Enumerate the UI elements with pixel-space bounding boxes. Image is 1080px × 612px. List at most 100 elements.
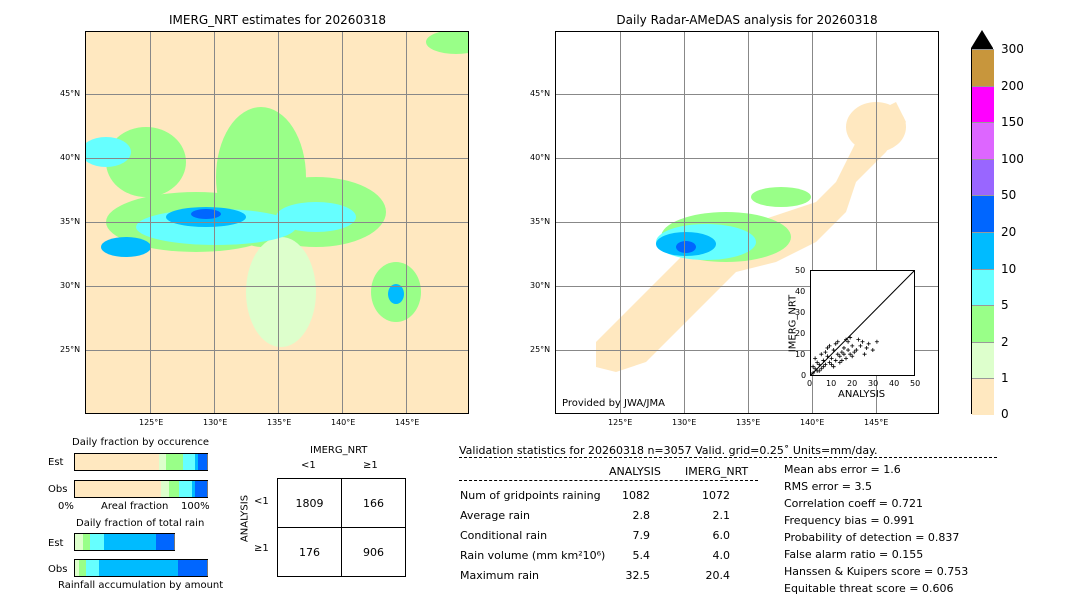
scatter-ytick: 0 [801,371,807,380]
scatter-point [827,360,832,365]
stat-label: Average rain [460,509,530,522]
stat-imerg: 6.0 [712,529,731,542]
colorbar-segment [972,378,994,415]
scatter-ytick: 20 [795,329,806,338]
scatter-point [856,337,861,342]
scatter-point [837,354,842,359]
lon-label: 125°E [608,418,633,427]
scatter-point [835,339,840,344]
scatter-point [811,370,816,375]
stat-imerg: 1072 [702,489,730,502]
stat-analysis: 32.5 [625,569,651,582]
score-text: Probability of detection = 0.837 [784,531,960,544]
contingency-col-title: IMERG_NRT [310,445,368,456]
scatter-xtick: 0 [807,379,813,388]
colorbar-label: 2 [1001,335,1009,349]
contingency-cell: 176 [277,527,342,577]
colorbar-segment [972,49,994,86]
scatter-point [850,343,855,348]
left-map-title: IMERG_NRT estimates for 20260318 [169,13,386,27]
scatter-point [831,348,836,353]
scatter-point [827,343,832,348]
contingency-table: 1809 166 176 906 [277,478,406,577]
colorbar-segment [972,342,994,378]
fraction-total-title: Daily fraction of total rain [76,518,205,529]
lon-label: 145°E [395,418,420,427]
stat-label: Maximum rain [460,569,539,582]
scatter-point [815,360,820,365]
left-map [85,31,469,414]
scatter-point [841,352,846,357]
scatter-point [813,356,818,361]
lon-label: 135°E [736,418,761,427]
scatter-point [835,352,840,357]
lon-label: 145°E [864,418,889,427]
contingency-row-title: ANALYSIS [239,494,251,543]
scatter-point [821,358,826,363]
lon-label: 130°E [203,418,228,427]
contingency-row-label: ≥1 [254,543,269,554]
lat-label: 45°N [530,89,551,98]
scatter-xtick: 40 [889,379,900,388]
lat-label: 35°N [60,217,81,226]
bar-segment [177,560,208,576]
lat-label: 25°N [60,345,81,354]
score-text: RMS error = 3.5 [784,480,872,493]
bar-segment [75,481,162,497]
scatter-point [823,350,828,355]
row-label-obs: Obs [48,484,68,495]
score-text: False alarm ratio = 0.155 [784,548,924,561]
contingency-col-label: <1 [301,460,316,471]
axis-right-label: 100% [181,501,210,512]
validation-divider [459,457,997,458]
contingency-cell: 166 [341,478,406,528]
colorbar-segment [972,232,994,269]
scatter-point [823,362,828,367]
colorbar-label: 50 [1001,188,1017,202]
score-text: Correlation coeff = 0.721 [784,497,923,510]
scatter-point [829,356,834,361]
lat-label: 30°N [60,281,81,290]
bar-segment [85,560,100,576]
credit-text: Provided by JWA/JMA [562,398,665,409]
col-header-imerg: IMERG_NRT [685,465,749,478]
scatter-point [850,354,855,359]
scatter-point [848,335,853,340]
scatter-point [860,339,865,344]
lon-label: 125°E [139,418,164,427]
scatter-point [848,352,853,357]
scatter-xlabel: ANALYSIS [838,389,886,400]
contingency-row-label: <1 [254,496,269,507]
scatter-point [833,358,838,363]
scatter-point [817,368,822,373]
colorbar-segment [972,86,994,122]
scatter-point [833,341,838,346]
scatter-point [831,364,836,369]
bar-segment [75,454,161,470]
bar-segment [98,560,133,576]
axis-left-label: 0% [58,501,74,512]
colorbar-label: 150 [1001,115,1024,129]
bar-segment [156,534,175,550]
colorbar [971,48,994,415]
scatter-ytick: 30 [795,308,806,317]
scatter-point [854,348,859,353]
lat-label: 40°N [60,153,81,162]
lat-label: 35°N [530,217,551,226]
lon-label: 130°E [672,418,697,427]
colorbar-label: 1 [1001,371,1009,385]
stat-analysis: 2.8 [632,509,651,522]
row-label-est: Est [48,538,64,549]
contingency-cell: 1809 [277,478,342,528]
scatter-point [862,352,867,357]
scatter-point [841,345,846,350]
score-text: Frequency bias = 0.991 [784,514,915,527]
bar-segment [103,534,135,550]
scatter-point [846,339,851,344]
bar-segment [133,534,158,550]
score-text: Mean abs error = 1.6 [784,463,901,476]
scatter-point [825,345,830,350]
scatter-plot [810,270,915,376]
lat-label: 40°N [530,153,551,162]
scatter-point [864,345,869,350]
